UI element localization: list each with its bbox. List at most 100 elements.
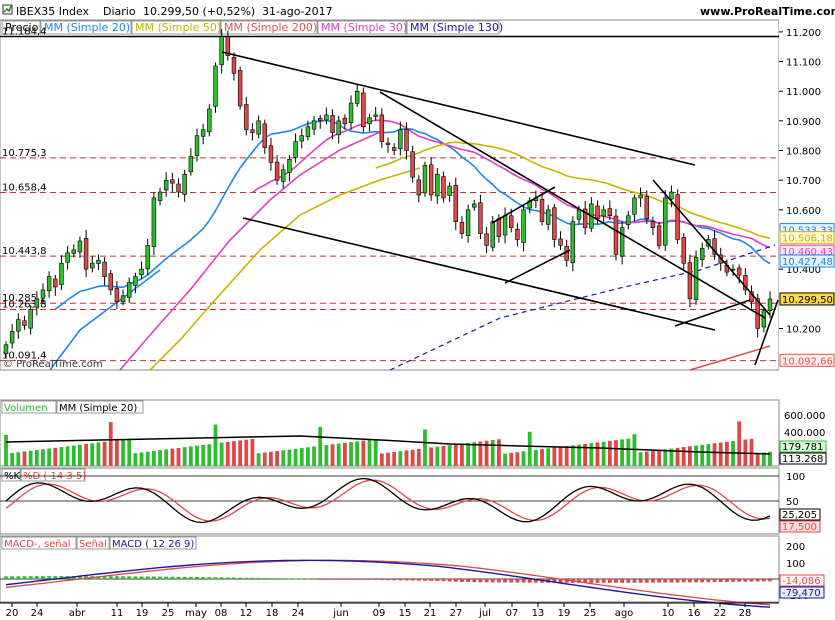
candle-body <box>416 179 422 196</box>
price-tick-label: 11.200 <box>786 28 821 39</box>
volume-bar <box>22 451 27 466</box>
x-tick-label: 25 <box>162 608 175 619</box>
macd-legend-box <box>76 536 110 550</box>
macd-hist-bar <box>694 579 698 583</box>
stoch-legend-item: %D ( 14 3 5) <box>23 471 86 482</box>
volume-bar <box>139 452 144 466</box>
volume-bar <box>478 441 483 466</box>
volume-bar <box>509 452 514 466</box>
volume-bar <box>269 451 273 466</box>
candle-body <box>207 108 212 133</box>
candle-body <box>545 209 551 225</box>
volume-bar <box>620 439 625 466</box>
price-right-label: 10.092,66 <box>782 356 833 367</box>
price-legend-item: MM (Simple 20) <box>44 21 130 34</box>
volume-bar <box>398 451 403 466</box>
x-tick-label: 28 <box>739 608 752 619</box>
volume-bar <box>496 439 501 466</box>
volume-bar <box>151 450 156 466</box>
macd-hist-bar <box>638 579 643 583</box>
candle-body <box>90 262 95 269</box>
candle-body <box>490 221 495 248</box>
candle-body <box>281 169 286 182</box>
macd-hist-bar <box>503 579 507 583</box>
candle-body <box>743 275 748 291</box>
stoch-right-box <box>779 520 821 533</box>
volume-bar <box>275 451 280 466</box>
volume-bar <box>28 450 33 466</box>
candle-body <box>262 123 267 148</box>
level-label: 10.091,4 <box>2 351 47 362</box>
candle-body <box>194 135 200 156</box>
volume-bar <box>724 441 729 466</box>
volume-bar <box>614 440 618 466</box>
candle-body <box>114 288 120 303</box>
candle-body <box>188 156 194 173</box>
volume-bar <box>164 449 169 466</box>
trendline <box>754 299 779 366</box>
macd-hist-bar <box>607 579 612 583</box>
volume-bar <box>238 440 243 466</box>
volume-bar <box>324 445 329 466</box>
macd-right-box <box>779 586 825 599</box>
header-date: 31-ago-2017 <box>262 5 333 18</box>
candle-body <box>256 120 261 135</box>
volume-bar <box>145 451 150 466</box>
macd-hist-bar <box>281 578 286 580</box>
volume-bar <box>552 447 557 466</box>
macd-hist-bar <box>768 579 772 582</box>
candle-body <box>287 159 292 173</box>
stoch-legend-box <box>20 468 86 482</box>
price-legend-item: MM (Simple 130) <box>410 21 503 34</box>
macd-hist-bar <box>238 577 243 579</box>
candle-body <box>34 298 40 308</box>
volume-bar <box>638 452 643 466</box>
price-right-label-box <box>779 254 835 268</box>
volume-bar <box>355 441 360 466</box>
volume-bar <box>737 421 742 466</box>
candle-body <box>515 228 520 240</box>
candle-body <box>219 36 224 66</box>
x-tick-label: 20 <box>6 608 19 619</box>
candle-body <box>391 147 397 151</box>
macd-hist-bar <box>595 579 600 583</box>
volume-bar <box>127 438 132 466</box>
candle-body <box>663 197 668 246</box>
macd-hist-bar <box>521 579 526 583</box>
volume-right-label: 113.268 <box>782 454 823 465</box>
volume-bar <box>570 445 575 466</box>
candle-body <box>595 205 600 220</box>
macd-hist-bar <box>299 578 304 580</box>
price-right-label: 10.299,50 <box>782 295 833 306</box>
candle-body <box>465 209 471 236</box>
candle-body <box>385 142 391 145</box>
volume-bar <box>281 450 286 466</box>
macd-hist-bar <box>293 578 298 580</box>
price-right-label-box <box>779 353 835 367</box>
volume-bar <box>392 451 397 466</box>
price-tick-label: 11.100 <box>786 58 821 69</box>
macd-hist-bar <box>675 579 680 583</box>
ma-20-line <box>54 119 771 310</box>
volume-bar <box>484 440 489 466</box>
volume-bar <box>318 426 323 466</box>
x-tick-label: 07 <box>506 608 519 619</box>
candle-body <box>293 141 298 158</box>
volume-bar <box>669 448 674 466</box>
price-tick-label: 10.900 <box>786 117 821 128</box>
volume-bar <box>416 448 421 466</box>
instrument-icon-line <box>3 5 12 13</box>
header-last: 10.299,50 (+0,52%) <box>143 5 255 18</box>
header-site: www.ProRealTime.com <box>700 5 835 18</box>
macd-hist-bar <box>133 576 138 579</box>
volume-bar <box>761 452 766 466</box>
candle-body <box>244 104 249 131</box>
macd-hist-bar <box>139 576 144 579</box>
candle-body <box>127 282 132 298</box>
candle-body <box>139 268 144 276</box>
price-axis-bg <box>779 20 835 370</box>
macd-hist-bar <box>355 579 360 580</box>
macd-hist-bar <box>121 576 125 579</box>
